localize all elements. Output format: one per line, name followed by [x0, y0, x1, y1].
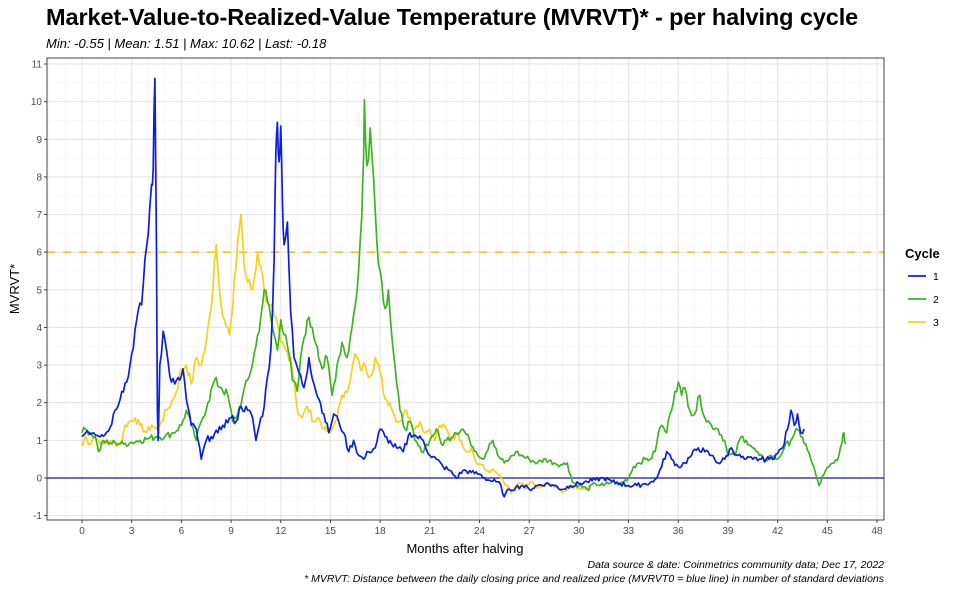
x-tick-label: 36: [673, 526, 685, 537]
chart-subtitle: Min: -0.55 | Mean: 1.51 | Max: 10.62 | L…: [46, 36, 327, 51]
y-tick-label: -1: [33, 511, 42, 522]
y-tick-label: 9: [36, 135, 42, 146]
y-tick-label: 7: [36, 210, 42, 221]
y-tick-label: 10: [31, 97, 43, 108]
x-tick-label: 9: [228, 526, 234, 537]
y-axis-title: MVRVT*: [7, 264, 22, 314]
x-tick-label: 3: [129, 526, 135, 537]
legend: Cycle 1 2 3: [905, 246, 940, 329]
series-line-cycle-1: [81, 77, 805, 498]
legend-label-cycle-2: 2: [933, 294, 939, 306]
series-group: [81, 77, 847, 498]
y-tick-label: 8: [36, 172, 42, 183]
x-axis-title: Months after halving: [406, 541, 523, 556]
y-tick-label: 5: [36, 285, 42, 296]
legend-label-cycle-1: 1: [933, 271, 939, 283]
x-tick-label: 39: [722, 526, 734, 537]
x-tick-label: 18: [375, 526, 387, 537]
x-tick-label: 24: [474, 526, 486, 537]
x-tick-label: 6: [179, 526, 185, 537]
chart-title: Market-Value-to-Realized-Value Temperatu…: [46, 4, 859, 30]
x-tick-label: 27: [524, 526, 536, 537]
series-line-cycle-2: [81, 98, 847, 492]
y-tick-label: 6: [36, 248, 42, 259]
y-axis: -1 0 1 2 3 4 5 6 7 8 9 10 11: [31, 60, 47, 522]
y-tick-label: 1: [36, 436, 42, 447]
x-tick-label: 12: [275, 526, 287, 537]
x-tick-label: 33: [623, 526, 635, 537]
y-tick-label: 2: [36, 398, 42, 409]
y-tick-label: 11: [32, 60, 43, 71]
y-tick-label: 0: [36, 474, 42, 485]
caption-source: Data source & date: Coinmetrics communit…: [587, 559, 884, 571]
x-tick-label: 48: [871, 526, 883, 537]
legend-title: Cycle: [905, 246, 940, 261]
grid-minor: [47, 58, 884, 520]
y-tick-label: 4: [36, 323, 42, 334]
legend-label-cycle-3: 3: [933, 317, 939, 329]
x-axis: 0 3 6 9 12 15 18 21 24 27 30 33 36 39 42 45 48: [79, 520, 883, 537]
x-tick-label: 0: [79, 526, 85, 537]
x-tick-label: 45: [822, 526, 834, 537]
caption-note: * MVRVT: Distance between the daily clos…: [304, 573, 884, 585]
x-tick-label: 42: [772, 526, 784, 537]
series-line-cycle-3: [81, 213, 590, 494]
x-tick-label: 30: [573, 526, 585, 537]
x-tick-label: 15: [325, 526, 337, 537]
y-tick-label: 3: [36, 361, 42, 372]
plot-border: [46, 57, 885, 521]
x-tick-label: 21: [424, 526, 436, 537]
